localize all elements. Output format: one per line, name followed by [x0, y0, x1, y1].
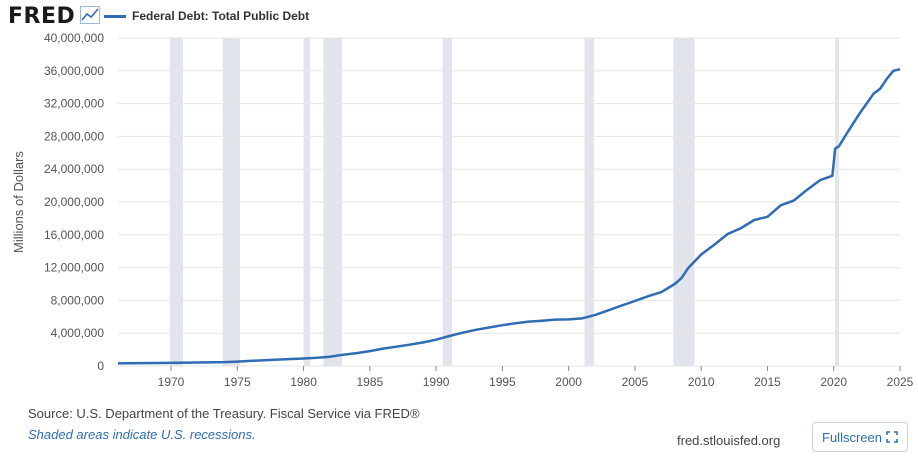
series-layer: [117, 67, 901, 365]
y-tick-label: 12,000,000: [44, 261, 104, 275]
y-tick-label: 4,000,000: [51, 326, 105, 340]
x-tick-label: 1995: [489, 375, 516, 389]
y-tick-label: 32,000,000: [44, 97, 104, 111]
fullscreen-label: Fullscreen: [822, 429, 882, 445]
y-tick-label: 40,000,000: [44, 31, 104, 45]
legend-swatch: [104, 14, 126, 18]
x-axis-ticks: 1970 1975 1980 1985 1990 1995 2000 2005 2010 2015…: [158, 366, 914, 389]
x-tick-label: 1970: [158, 375, 185, 389]
debt-line-chart: 0 4,000,000 8,000,000 12,000,000 16,000,000 2…: [11, 31, 914, 389]
chart-legend: Federal Debt: Total Public Debt: [104, 9, 309, 23]
x-tick-label: 1980: [290, 375, 317, 389]
y-axis-ticks: 0 4,000,000 8,000,000 12,000,000 16,000,000 2…: [44, 31, 104, 373]
x-tick-label: 2025: [887, 375, 914, 389]
x-tick-label: 2010: [688, 375, 715, 389]
y-tick-label: 24,000,000: [44, 162, 104, 176]
y-tick-label: 0: [97, 359, 104, 373]
trend-graph-icon: [80, 6, 100, 24]
y-tick-label: 16,000,000: [44, 228, 104, 242]
source-note: Source: U.S. Department of the Treasury.…: [28, 406, 420, 421]
y-tick-label: 20,000,000: [44, 195, 104, 209]
recession-note: Shaded areas indicate U.S. recessions.: [28, 427, 256, 442]
x-tick-label: 2015: [754, 375, 781, 389]
x-tick-label: 2020: [820, 375, 847, 389]
site-link[interactable]: fred.stlouisfed.org: [677, 433, 781, 448]
expand-icon: [886, 431, 898, 443]
y-tick-label: 8,000,000: [51, 293, 105, 307]
fred-logo[interactable]: FRED: [8, 4, 76, 29]
x-tick-label: 2000: [555, 375, 582, 389]
series-line: [117, 67, 901, 365]
x-tick-label: 1975: [224, 375, 251, 389]
x-tick-label: 1985: [356, 375, 383, 389]
chart-header: FRED Federal Debt: Total Public Debt: [0, 0, 918, 32]
x-tick-label: 1990: [423, 375, 450, 389]
x-tick-label: 2005: [622, 375, 649, 389]
y-tick-label: 36,000,000: [44, 64, 104, 78]
y-tick-label: 28,000,000: [44, 129, 104, 143]
legend-series-label[interactable]: Federal Debt: Total Public Debt: [132, 9, 310, 23]
y-axis-title: Millions of Dollars: [11, 151, 26, 253]
gridlines: [118, 37, 900, 367]
fullscreen-button[interactable]: Fullscreen: [812, 422, 908, 452]
